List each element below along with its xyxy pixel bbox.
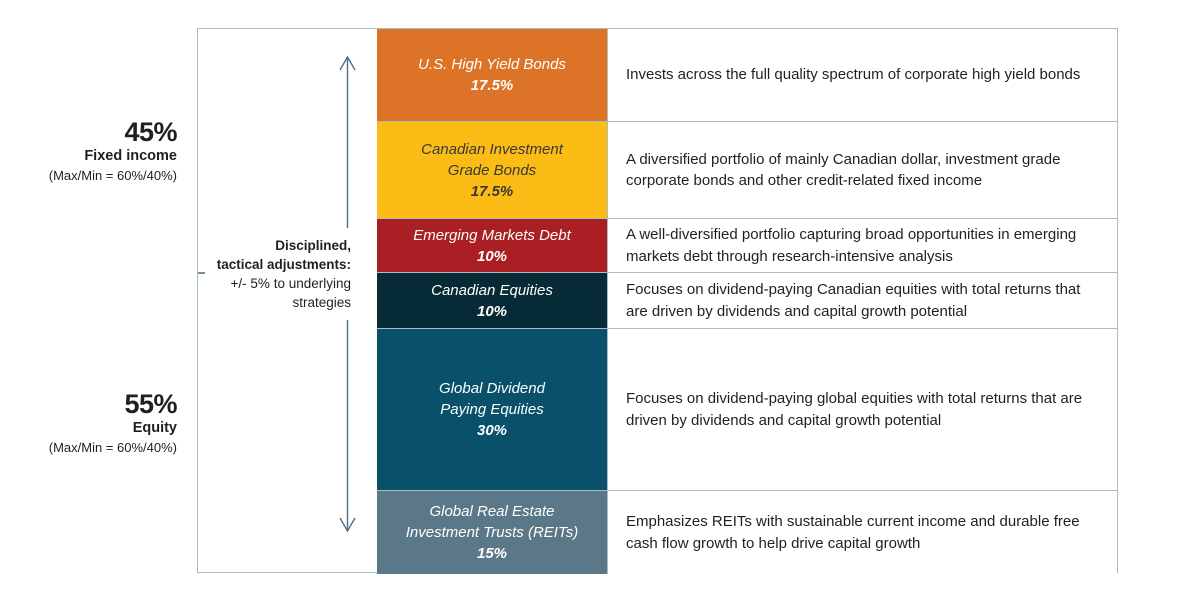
strategy-description: Focuses on dividend-paying global equiti… [607, 329, 1117, 490]
equity-name: Equity [132, 420, 177, 436]
annotation-line-4: strategies [292, 295, 351, 310]
fixed-income-name: Fixed income [84, 148, 177, 164]
annotation-line-2: tactical adjustments: [216, 257, 351, 272]
strategy-weight: 17.5% [470, 182, 514, 200]
strategy-name: Global Dividend Paying Equities [439, 380, 545, 418]
strategy-row: Global Real Estate Investment Trusts (RE… [377, 491, 1117, 574]
allocation-block: Canadian Equities 10% [377, 273, 607, 328]
strategy-row: Canadian Equities 10% Focuses on dividend-… [377, 273, 1117, 329]
strategy-description: A well-diversified portfolio capturing b… [607, 219, 1117, 272]
strategy-name: Emerging Markets Debt [413, 226, 571, 244]
fixed-income-range: (Max/Min = 60%/40%) [48, 168, 177, 183]
allocation-block: Canadian Investment Grade Bonds 17.5% [377, 122, 607, 218]
allocation-block: Global Dividend Paying Equities 30% [377, 329, 607, 490]
strategy-description-text: Invests across the full quality spectrum… [626, 66, 1081, 84]
annotation-line-3: +/- 5% to underlying [230, 276, 351, 291]
allocation-block: Global Real Estate Investment Trusts (RE… [377, 491, 607, 574]
equity-percent: 55% [124, 389, 177, 419]
strategy-name: Canadian Investment Grade Bonds [421, 140, 563, 179]
strategy-row: U.S. High Yield Bonds 17.5% Invests across… [377, 29, 1117, 122]
strategy-row: Canadian Investment Grade Bonds 17.5% A di… [377, 122, 1117, 219]
allocation-block: Emerging Markets Debt 10% [377, 219, 607, 272]
strategy-weight: 15% [476, 545, 508, 562]
strategy-weight: 10% [476, 247, 508, 265]
strategy-description-text: A diversified portfolio of mainly Canadi… [626, 150, 1061, 190]
allocation-block: U.S. High Yield Bonds 17.5% [377, 29, 607, 121]
strategy-weight: 10% [476, 302, 508, 320]
strategy-description-text: A well-diversified portfolio capturing b… [626, 226, 1077, 265]
strategy-name: Canadian Equities [431, 281, 553, 299]
strategy-rows: U.S. High Yield Bonds 17.5% Invests across… [377, 29, 1117, 574]
allocation-frame: Disciplined, tactical adjustments: +/- 5… [197, 28, 1118, 574]
strategy-name: U.S. High Yield Bonds [418, 56, 566, 73]
strategy-row: Emerging Markets Debt 10% A well-diversifi… [377, 219, 1117, 273]
equity-range: (Max/Min = 60%/40%) [48, 440, 177, 455]
strategy-description: Invests across the full quality spectrum… [607, 29, 1117, 121]
strategy-weight: 17.5% [470, 77, 514, 94]
strategy-description: Focuses on dividend-paying Canadian equi… [607, 273, 1117, 328]
strategy-description: Emphasizes REITs with sustainable curren… [607, 491, 1117, 574]
section-label-equity: 55% Equity (Max/Min = 60%/40%) [0, 389, 178, 456]
section-label-fixed-income: 45% Fixed income (Max/Min = 60%/40%) [0, 117, 178, 184]
strategy-name: Global Real Estate Investment Trusts (RE… [405, 503, 579, 541]
tactical-annotation: Disciplined, tactical adjustments: +/- 5… [204, 228, 351, 320]
tactical-adjustment-panel: Disciplined, tactical adjustments: +/- 5… [198, 29, 377, 572]
fixed-income-percent: 45% [124, 117, 177, 147]
strategy-description-text: Focuses on dividend-paying global equiti… [626, 390, 1083, 429]
strategy-description-text: Focuses on dividend-paying Canadian equi… [626, 281, 1081, 320]
strategy-row: Global Dividend Paying Equities 30% Focuse… [377, 329, 1117, 491]
strategy-weight: 30% [476, 422, 508, 439]
strategy-description: A diversified portfolio of mainly Canadi… [607, 122, 1117, 218]
strategy-description-text: Emphasizes REITs with sustainable curren… [626, 513, 1080, 552]
annotation-line-1: Disciplined, [275, 238, 351, 253]
